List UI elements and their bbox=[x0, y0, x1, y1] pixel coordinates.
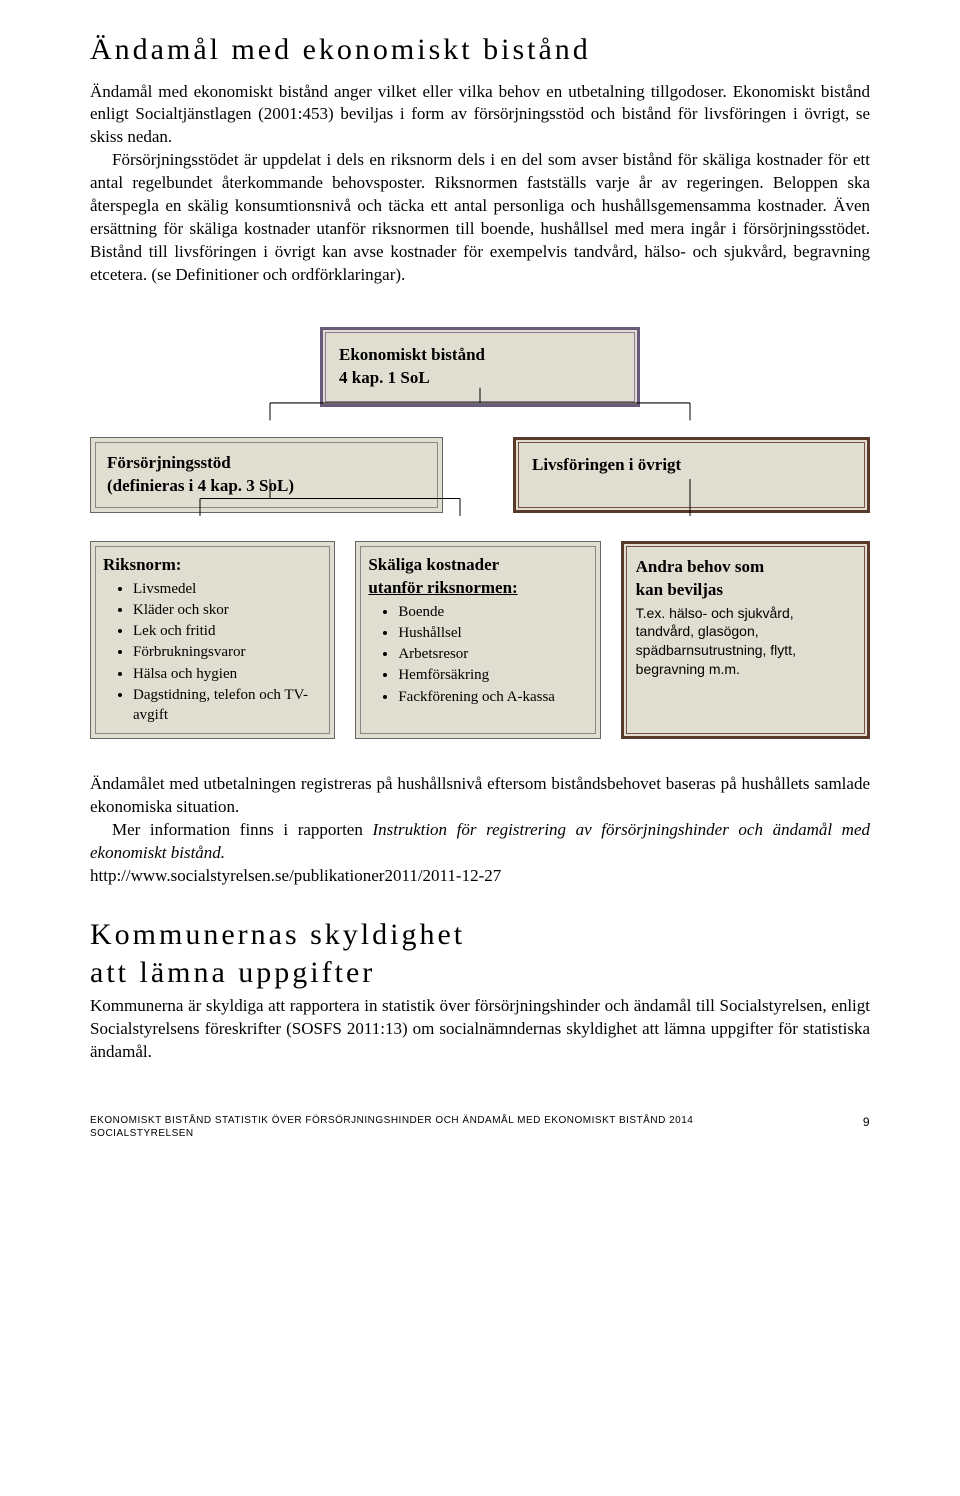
node-bot-mid-title2: utanför riksnormen: bbox=[368, 577, 587, 600]
node-bot-left-title: Riksnorm: bbox=[103, 554, 322, 577]
node-bot-left: Riksnorm: Livsmedel Kläder och skor Lek … bbox=[90, 541, 335, 740]
list-item: Hälsa och hygien bbox=[133, 664, 322, 684]
para-2: Försörjningsstödet är uppdelat i dels en… bbox=[90, 149, 870, 287]
section-heading: Ändamål med ekonomiskt bistånd bbox=[90, 30, 870, 71]
node-top-sub: 4 kap. 1 SoL bbox=[339, 367, 621, 390]
node-mid-left: Försörjningsstöd (definieras i 4 kap. 3 … bbox=[90, 437, 443, 513]
page-number: 9 bbox=[863, 1114, 870, 1141]
node-mid-right: Livsföringen i övrigt bbox=[513, 437, 870, 513]
list-item: Förbrukningsvaror bbox=[133, 642, 322, 662]
para-5-url: http://www.socialstyrelsen.se/publikatio… bbox=[90, 865, 870, 888]
skaliga-list: Boende Hushållsel Arbetsresor Hemförsäkr… bbox=[368, 602, 587, 707]
body-paragraphs: Ändamål med ekonomiskt bistånd anger vil… bbox=[90, 81, 870, 287]
node-bot-right-title2: kan beviljas bbox=[636, 579, 855, 602]
footer-left: EKONOMISKT BISTÅND STATISTIK ÖVER FÖRSÖR… bbox=[90, 1114, 693, 1141]
node-mid-right-title: Livsföringen i övrigt bbox=[532, 454, 851, 477]
footer-line1: EKONOMISKT BISTÅND STATISTIK ÖVER FÖRSÖR… bbox=[90, 1114, 693, 1128]
page-footer: EKONOMISKT BISTÅND STATISTIK ÖVER FÖRSÖR… bbox=[90, 1114, 870, 1141]
node-bot-mid: Skäliga kostnader utanför riksnormen: Bo… bbox=[355, 541, 600, 740]
list-item: Kläder och skor bbox=[133, 600, 322, 620]
para-6: Kommunerna är skyldiga att rapportera in… bbox=[90, 995, 870, 1064]
riksnorm-list: Livsmedel Kläder och skor Lek och fritid… bbox=[103, 579, 322, 726]
para-4: Mer information finns i rapporten Instru… bbox=[90, 819, 870, 865]
node-mid-left-sub: (definieras i 4 kap. 3 SoL) bbox=[107, 475, 426, 498]
section-heading-2: Kommunernas skyldighet att lämna uppgift… bbox=[90, 916, 870, 991]
list-item: Dagstidning, telefon och TV-avgift bbox=[133, 685, 322, 726]
list-item: Hushållsel bbox=[398, 623, 587, 643]
heading2-line2: att lämna uppgifter bbox=[90, 956, 375, 989]
node-bot-right-title1: Andra behov som bbox=[636, 556, 855, 579]
hierarchy-diagram: Ekonomiskt bistånd 4 kap. 1 SoL Försörjn… bbox=[90, 327, 870, 739]
footer-line2: SOCIALSTYRELSEN bbox=[90, 1127, 693, 1141]
node-bot-mid-title1: Skäliga kostnader bbox=[368, 554, 587, 577]
list-item: Boende bbox=[398, 602, 587, 622]
node-top-title: Ekonomiskt bistånd bbox=[339, 344, 621, 367]
node-bot-right-desc: T.ex. hälso- och sjukvård, tandvård, gla… bbox=[636, 604, 855, 680]
heading2-line1: Kommunernas skyldighet bbox=[90, 918, 465, 951]
list-item: Arbetsresor bbox=[398, 644, 587, 664]
para-1: Ändamål med ekonomiskt bistånd anger vil… bbox=[90, 81, 870, 150]
para-3: Ändamålet med utbetalningen registreras … bbox=[90, 773, 870, 819]
list-item: Livsmedel bbox=[133, 579, 322, 599]
node-mid-left-title: Försörjningsstöd bbox=[107, 452, 426, 475]
node-top: Ekonomiskt bistånd 4 kap. 1 SoL bbox=[320, 327, 640, 407]
list-item: Hemförsäkring bbox=[398, 665, 587, 685]
list-item: Lek och fritid bbox=[133, 621, 322, 641]
body-paragraphs-2: Ändamålet med utbetalningen registreras … bbox=[90, 773, 870, 888]
para-4a: Mer information finns i rapporten bbox=[112, 820, 372, 839]
list-item: Fackförening och A-kassa bbox=[398, 687, 587, 707]
body-paragraphs-3: Kommunerna är skyldiga att rapportera in… bbox=[90, 995, 870, 1064]
node-bot-right: Andra behov som kan beviljas T.ex. hälso… bbox=[621, 541, 870, 740]
